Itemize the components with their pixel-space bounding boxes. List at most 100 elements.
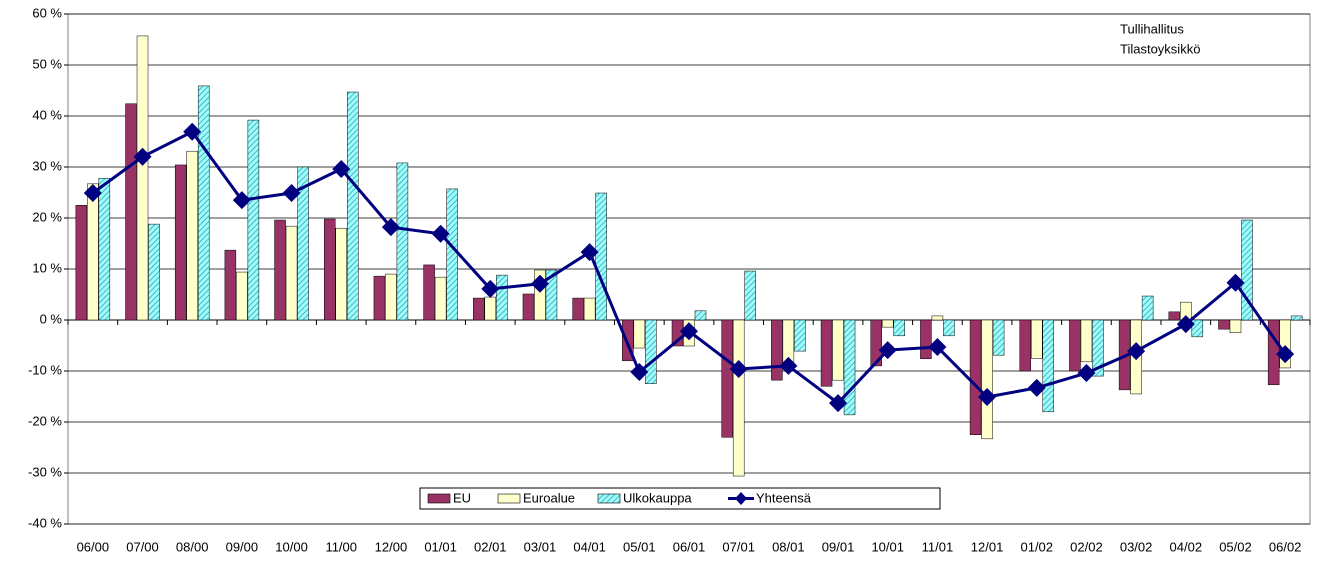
bar: [832, 319, 844, 381]
bar: [446, 188, 458, 321]
y-tick-label: 40 %: [32, 107, 62, 122]
y-tick-label: 30 %: [32, 158, 62, 173]
annotation: Tilastoyksikkö: [1120, 41, 1200, 56]
marker: [530, 274, 549, 293]
bar: [744, 270, 756, 321]
bar: [335, 227, 347, 321]
bar: [794, 319, 806, 352]
marker: [680, 322, 698, 341]
x-tick-label: 12/01: [971, 539, 1004, 554]
x-tick-label: 05/02: [1219, 539, 1252, 554]
bar: [197, 85, 210, 321]
bar: [981, 319, 993, 440]
bar: [633, 319, 646, 349]
bar: [694, 310, 707, 321]
bar: [423, 264, 435, 321]
bar: [721, 319, 733, 438]
bar: [247, 119, 260, 321]
bar: [385, 273, 397, 321]
x-tick-label: 04/01: [573, 539, 606, 554]
bar: [1229, 319, 1242, 333]
legend-label: Ulkokauppa: [623, 490, 692, 505]
bar: [931, 315, 944, 321]
legend-swatch: [427, 493, 451, 504]
marker: [232, 191, 251, 210]
x-tick-label: 12/00: [375, 539, 408, 554]
bar: [992, 319, 1005, 356]
marker: [978, 388, 997, 407]
bar: [484, 296, 497, 321]
bar: [1290, 315, 1303, 321]
bar: [274, 219, 286, 321]
marker: [580, 243, 599, 262]
x-tick-label: 03/02: [1120, 539, 1153, 554]
bar: [1080, 319, 1093, 363]
bar: [870, 319, 882, 367]
marker: [829, 394, 848, 413]
marker: [282, 184, 301, 203]
marker: [1276, 345, 1295, 364]
bar: [534, 269, 546, 321]
legend-swatch: [597, 493, 621, 504]
bar: [522, 293, 535, 321]
x-tick-label: 09/01: [822, 539, 855, 554]
bar: [969, 319, 982, 435]
marker: [1077, 364, 1096, 383]
y-tick-label: 0 %: [40, 311, 63, 326]
marker: [1027, 378, 1046, 397]
bar: [545, 269, 558, 321]
y-tick-label: 60 %: [32, 5, 62, 20]
marker: [1176, 315, 1195, 334]
legend: [419, 487, 941, 510]
bar: [434, 276, 447, 321]
x-tick-label: 08/01: [772, 539, 805, 554]
bar: [236, 271, 248, 321]
marker: [928, 338, 947, 357]
bar: [1069, 319, 1081, 372]
legend-label: Yhteensä: [756, 490, 812, 505]
bar: [732, 319, 745, 477]
bar: [1168, 311, 1181, 321]
bar: [572, 297, 584, 321]
bar: [496, 274, 508, 321]
x-tick-label: 03/01: [524, 539, 557, 554]
marker: [183, 122, 202, 141]
bar: [820, 319, 833, 387]
marker: [481, 279, 500, 298]
y-tick-label: 20 %: [32, 209, 62, 224]
bar: [1191, 319, 1204, 338]
x-tick-label: 01/02: [1020, 539, 1053, 554]
x-tick-label: 10/00: [275, 539, 308, 554]
y-tick-label: -10 %: [28, 362, 62, 377]
bar: [1019, 319, 1032, 372]
bar: [297, 166, 309, 321]
x-tick-label: 09/00: [226, 539, 259, 554]
x-tick-label: 02/01: [474, 539, 507, 554]
bar: [373, 275, 386, 321]
y-tick-label: -40 %: [28, 515, 62, 530]
marker: [779, 356, 798, 375]
y-tick-label: -30 %: [28, 464, 62, 479]
legend-swatch: [497, 493, 521, 504]
x-tick-label: 11/01: [922, 539, 954, 554]
bar: [771, 319, 783, 381]
x-tick-label: 06/00: [77, 539, 110, 554]
x-tick-label: 06/02: [1269, 539, 1302, 554]
marker: [431, 224, 450, 243]
x-tick-label: 11/00: [325, 539, 357, 554]
marker: [381, 218, 400, 237]
bar: [943, 319, 955, 337]
bar: [186, 150, 198, 321]
bar: [1241, 219, 1253, 321]
bar: [285, 225, 298, 321]
y-tick-label: 50 %: [32, 56, 62, 71]
marker: [1226, 273, 1245, 292]
bar: [843, 319, 856, 416]
marker: [83, 184, 102, 203]
bar: [920, 319, 932, 360]
bar: [125, 103, 137, 321]
bar: [396, 162, 409, 321]
bar: [87, 183, 99, 321]
bar: [148, 223, 160, 321]
